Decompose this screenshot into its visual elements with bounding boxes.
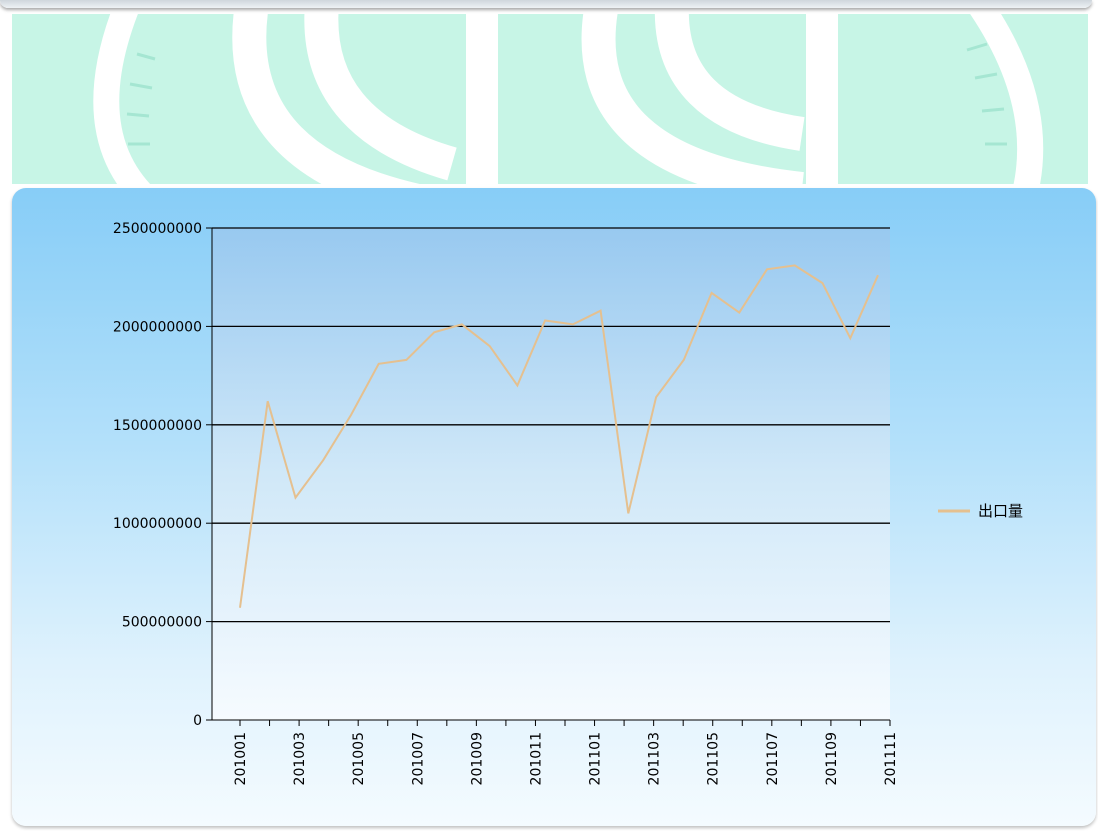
x-tick-label: 201009 xyxy=(469,732,485,785)
x-tick-label: 201003 xyxy=(292,732,308,785)
x-tick-label: 201109 xyxy=(824,732,840,785)
chart-panel: 0 500000000 1000000000 1500000000 2000000000… xyxy=(12,188,1096,826)
line-chart: 0 500000000 1000000000 1500000000 2000000000… xyxy=(113,221,1023,785)
series-line-export-volume xyxy=(239,264,879,608)
x-tick-label: 201101 xyxy=(588,732,604,785)
y-tick-label: 1500000000 xyxy=(113,418,202,434)
legend: 出口量 xyxy=(938,502,1023,520)
x-tick-label: 201007 xyxy=(410,732,426,785)
y-tick-label: 500000000 xyxy=(122,615,202,631)
banner-watermark xyxy=(12,14,1088,184)
x-tick-label: 201103 xyxy=(647,732,663,785)
x-tick-label: 201105 xyxy=(706,732,722,785)
y-tick-label: 0 xyxy=(193,713,202,729)
legend-label: 出口量 xyxy=(978,502,1023,520)
top-panel-bar xyxy=(0,0,1092,8)
top-panel-edge xyxy=(0,0,1098,14)
watermark-seal-graphic xyxy=(93,14,1044,184)
x-tick-label: 201011 xyxy=(528,732,544,785)
x-axis: 201001 201003 201005 201007 201009 201011 2011… xyxy=(233,720,899,785)
y-tick-label: 2500000000 xyxy=(113,221,202,237)
x-tick-label: 201111 xyxy=(883,732,899,785)
y-axis: 0 500000000 1000000000 1500000000 2000000000… xyxy=(113,221,212,729)
x-tick-label: 201107 xyxy=(765,732,781,785)
y-tick-label: 1000000000 xyxy=(113,516,202,532)
y-tick-label: 2000000000 xyxy=(113,319,202,335)
plot-area xyxy=(212,228,890,720)
x-tick-label: 201005 xyxy=(351,732,367,785)
grid-lines xyxy=(212,227,890,623)
x-tick-label: 201001 xyxy=(233,732,249,785)
